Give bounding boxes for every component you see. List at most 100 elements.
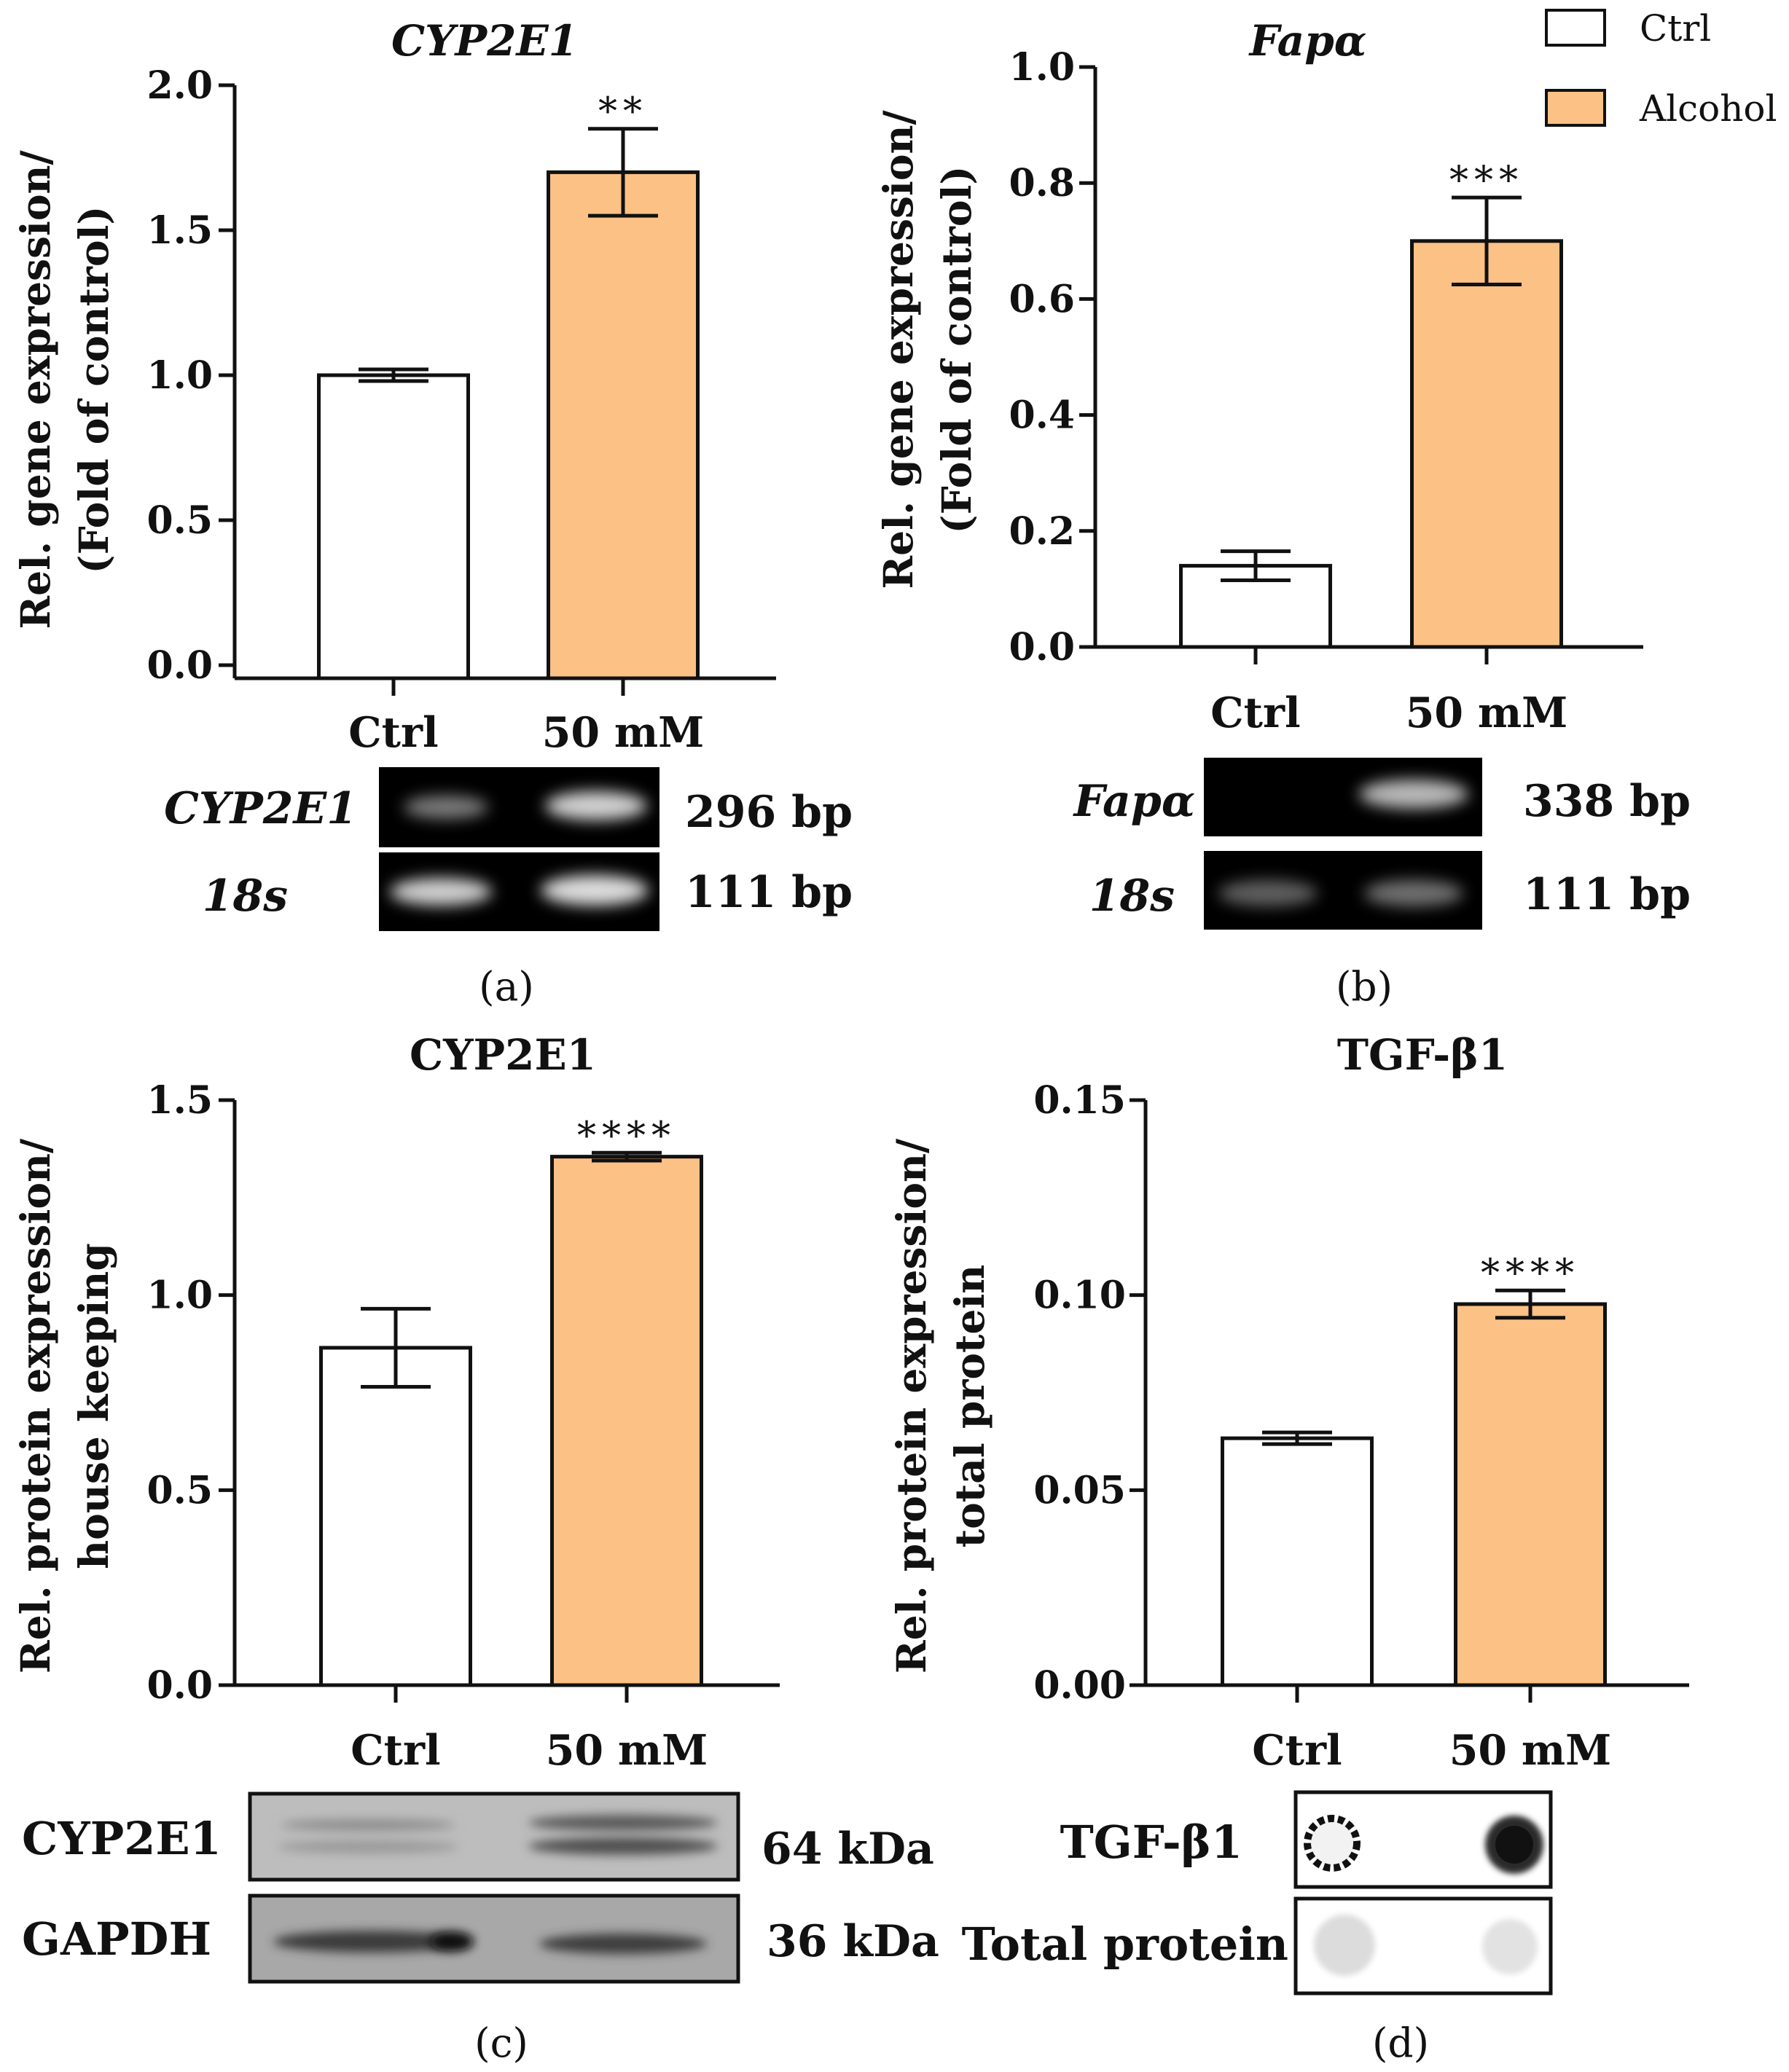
legend-label-ctrl: Ctrl [1640,7,1711,50]
gel-band-alcohol-18s [541,875,649,906]
panel-d-dot-blot: TGF-β1 Total protein [962,1790,1553,1996]
panel-d-xtick-50mm: 50 mM [1449,1726,1612,1775]
gel-band-alcohol-cyp2e1 [545,791,647,820]
blot-band-ctrl-cyp2e1-upper [281,1819,455,1831]
blot-label-gapdh: GAPDH [22,1912,211,1966]
panel-d-title: TGF-β1 [1337,1030,1508,1080]
gel-label-fapa: Fapα [1073,776,1195,827]
panel-a-errorbar-ctrl [359,367,428,383]
panel-c-western-blot: CYP2E1 GAPDH 64 kDa 36 kDa [22,1792,939,1984]
panel-c-xtick-ctrl: Ctrl [351,1726,440,1775]
panel-b-ytick-label-5: 1.0 [1009,45,1075,90]
panel-b-xtick-ctrl: Ctrl [1210,688,1300,737]
panel-a-title: CYP2E1 [391,16,578,66]
gel-size-111bp-b: 111 bp [1523,869,1691,920]
panel-a-ytick-label-3: 1.5 [147,208,213,253]
panel-a-ytick-label-4: 2.0 [147,63,213,108]
panel-d-ytick-label-2: 0.10 [1033,1274,1126,1318]
dot-blot-label-tgfb1: TGF-β1 [1060,1816,1242,1869]
gel-size-338bp: 338 bp [1523,776,1691,827]
panel-c: CYP2E1 Rel. protein expression/ house ke… [12,1030,939,2066]
panel-b-significance: *** [1449,159,1524,203]
legend: Ctrl Alcohol [1545,7,1777,130]
dot-blot-ctrl-total-protein [1314,1915,1375,1976]
panel-b-bar-alcohol [1410,239,1563,649]
dot-blot-alcohol-total-protein [1482,1919,1538,1974]
panel-b-ytick-label-4: 0.8 [1009,161,1075,205]
panel-b-ytick-label-2: 0.4 [1009,393,1075,438]
panel-c-ytick-label-0: 0.0 [147,1663,213,1708]
panel-a-gel: CYP2E1 18s 296 bp 111 bp [164,767,853,931]
panel-b-title: Fapα [1248,16,1367,66]
panel-a-ylabel-line1: Rel. gene expression/ [12,149,59,629]
panel-d-chart: 0.00 0.05 0.10 0.15 **** [1033,1078,1689,1708]
panel-c-chart: 0.0 0.5 1.0 1.5 **** [147,1078,780,1708]
panel-d-label: (d) [1372,2020,1429,2066]
panel-d-errorbar-alcohol [1495,1288,1565,1320]
panel-a-xtick-50mm: 50 mM [542,708,705,757]
panel-c-ylabel-line2: house keeping [70,1243,117,1569]
blot-size-36kda: 36 kDa [767,1916,939,1967]
panel-c-ytick-label-3: 1.5 [147,1078,213,1123]
panel-d-significance: **** [1481,1252,1580,1295]
gel-band-alcohol-18s-b [1364,880,1463,906]
panel-a-ylabel-line2: (Fold of control) [70,206,117,574]
blot-band-ctrl-gapdh [273,1931,470,1953]
gel-size-111bp: 111 bp [685,867,853,918]
blot-band-ctrl-gapdh-core [430,1932,474,1951]
gel-band-ctrl-18s [390,878,492,906]
blot-band-alcohol-cyp2e1-lower [528,1837,718,1855]
blot-band-ctrl-cyp2e1-lower [277,1840,459,1853]
panel-c-title: CYP2E1 [410,1030,596,1080]
panel-c-bar-alcohol [550,1155,703,1687]
panel-b-gel: Fapα 18s 338 bp 111 bp [1073,758,1691,930]
dot-blot-ctrl-tgfb1 [1304,1815,1361,1872]
panel-c-errorbar-alcohol [592,1150,662,1163]
legend-label-alcohol: Alcohol [1639,87,1777,130]
panel-b-label: (b) [1336,963,1393,1010]
panel-c-ytick-label-2: 1.0 [147,1274,213,1318]
panel-d-ylabel-line2: total protein [946,1265,993,1548]
panel-b-xtick-50mm: 50 mM [1406,688,1568,737]
dot-blot-label-total-protein: Total protein [962,1918,1288,1971]
blot-strip-cyp2e1 [248,1792,740,1882]
panel-d-xtick-ctrl: Ctrl [1252,1726,1342,1775]
panel-a-ytick-label-0: 0.0 [147,643,213,688]
panel-a: CYP2E1 Rel. gene expression/ (Fold of co… [12,16,853,1010]
gel-label-18s: 18s [203,871,288,922]
panel-c-xtick-50mm: 50 mM [546,1726,708,1775]
blot-label-cyp2e1: CYP2E1 [22,1812,222,1865]
panel-b: Fapα Rel. gene expression/ (Fold of cont… [874,16,1691,1010]
gel-band-ctrl-18s-b [1218,880,1318,906]
panel-c-ylabel-line1: Rel. protein expression/ [12,1138,59,1673]
panel-b-ytick-label-3: 0.6 [1009,277,1075,321]
panel-b-ytick-label-1: 0.2 [1009,509,1075,554]
panel-d-ytick-label-1: 0.05 [1033,1468,1126,1512]
gel-label-18s-b: 18s [1089,871,1175,922]
blot-band-alcohol-cyp2e1-upper [528,1815,718,1831]
panel-b-ylabel-line1: Rel. gene expression/ [874,109,922,589]
panel-d-errorbar-ctrl [1262,1430,1332,1446]
panel-a-bar-alcohol [547,170,700,680]
dot-blot-ctrl-tgfb1-fill [1309,1820,1355,1867]
legend-swatch-alcohol [1545,89,1606,127]
panel-b-errorbar-ctrl [1221,549,1291,582]
panel-d: TGF-β1 Rel. protein expression/ total pr… [888,1030,1689,2066]
panel-d-ylabel-line1: Rel. protein expression/ [888,1138,935,1673]
gel-band-alcohol-fapa [1359,780,1468,809]
panel-c-label: (c) [474,2020,528,2066]
panel-a-ytick-label-1: 0.5 [147,498,213,543]
panel-b-ylabel-line2: (Fold of control) [933,166,980,534]
panel-c-significance: **** [577,1114,676,1158]
panel-a-bar-ctrl [317,373,470,680]
panel-d-ytick-label-3: 0.15 [1033,1078,1126,1123]
legend-swatch-ctrl [1545,9,1606,47]
panel-b-ytick-label-0: 0.0 [1009,625,1075,670]
dot-blot-alcohol-tgfb1-core [1495,1826,1533,1864]
panel-a-errorbar-alcohol [588,127,658,218]
panel-a-ytick-label-2: 1.0 [147,353,213,398]
gel-band-ctrl-cyp2e1 [404,796,488,819]
panel-a-xtick-ctrl: Ctrl [348,708,438,757]
panel-a-significance: ** [598,90,648,134]
